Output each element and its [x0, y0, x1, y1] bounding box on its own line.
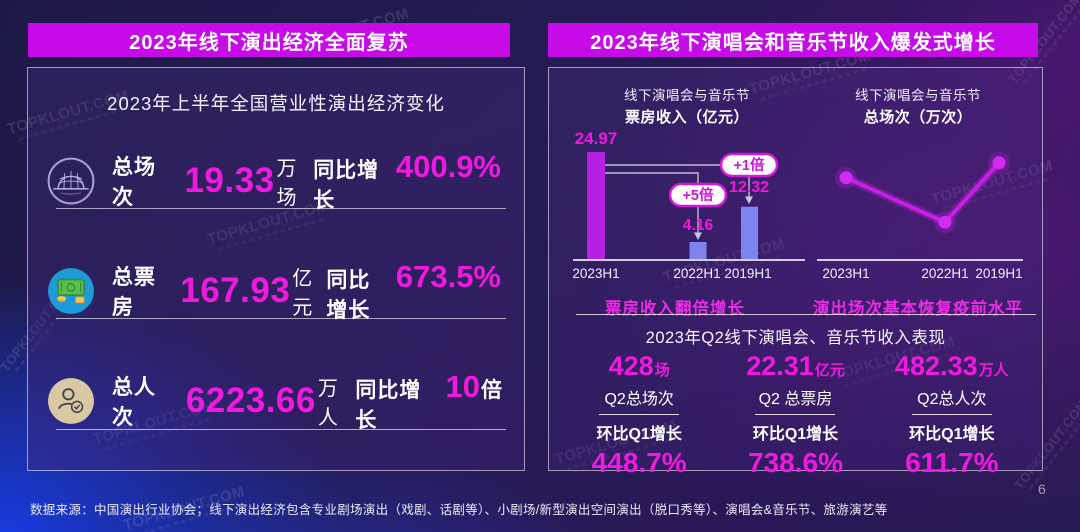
growth-unit: 倍: [481, 378, 502, 402]
x-tick-label: 2019H1: [975, 266, 1022, 281]
q2-unit: 场: [654, 362, 670, 379]
row-separator: [56, 429, 506, 430]
q2-label: Q2总场次: [604, 391, 674, 408]
bar-value-label: 24.97: [575, 129, 618, 148]
bar-chart-title-line1: 线下演唱会与音乐节: [624, 88, 750, 103]
q2-growth-value: 611.7%: [905, 447, 999, 478]
stat-unit: 万场: [276, 158, 297, 209]
q2-growth-label: 环比Q1增长: [909, 426, 995, 443]
growth-label: 同比增长: [326, 268, 371, 322]
annotation-pill-x5: +5倍: [668, 182, 728, 208]
line-chart-title-line2: 总场次（万次）: [863, 109, 973, 126]
stat-row-total-box-office: 总票房 167.93 亿元 同比增长 673.5%: [28, 259, 524, 322]
box-office-bar-chart: 线下演唱会与音乐节 票房收入（亿元） 24.97 4.16 12.32: [565, 84, 809, 319]
left-panel-banner: 2023年线下演出经济全面复苏: [28, 23, 510, 57]
data-point-2019H1: [992, 156, 1006, 170]
growth-value: 10: [445, 368, 480, 404]
line-chart-svg: 2023H1 2022H1 2019H1: [817, 151, 1023, 281]
stat-growth: 同比增长 400.9%: [313, 149, 502, 214]
stat-value: 19.33: [184, 161, 275, 200]
x-tick-label: 2022H1: [673, 266, 720, 281]
q2-unit: 万人: [978, 362, 1009, 379]
annotation-pill-text: +5倍: [682, 186, 714, 204]
box-office-money-icon: [48, 268, 94, 314]
q2-growth-value: 448.7%: [591, 447, 687, 478]
bar-2019H1: [741, 206, 758, 260]
bar-value-label: 12.32: [729, 179, 769, 196]
stat-value: 167.93: [180, 271, 291, 310]
data-source-note: 数据来源：中国演出行业协会；线下演出经济包含专业剧场演出（戏剧、话剧等）、小剧场…: [30, 503, 888, 517]
q2-value: 482.33: [895, 351, 978, 381]
q2-value: 22.31: [746, 351, 814, 381]
q2-section-title: 2023年Q2线下演唱会、音乐节收入表现: [645, 329, 946, 347]
x-tick-label: 2023H1: [572, 266, 619, 281]
annotation-pill-text: +1倍: [733, 156, 765, 174]
page-number: 6: [1038, 481, 1046, 497]
right-panel-banner-text: 2023年线下演唱会和音乐节收入爆发式增长: [590, 31, 996, 54]
right-panel-banner: 2023年线下演唱会和音乐节收入爆发式增长: [548, 23, 1038, 57]
stat-row-total-shows: 总场次 19.33 万场 同比增长 400.9%: [28, 149, 524, 212]
stat-unit: 亿元: [292, 268, 313, 319]
audience-person-icon: [48, 378, 94, 424]
growth-label: 同比增长: [355, 378, 422, 432]
stat-row-total-attendance: 总人次 6223.66 万人 同比增长 10 倍: [28, 369, 524, 432]
bar-2022H1: [689, 242, 707, 260]
bar-chart-svg: 24.97 4.16 12.32 +1倍 +5倍 2023H1 2022H1 2…: [572, 129, 805, 281]
growth-value: 400.9%: [395, 148, 501, 184]
annotation-arrowhead: [745, 196, 753, 204]
q2-stat-total-attendance: 482.33万人 Q2总人次 环比Q1增长 611.7%: [874, 351, 1030, 479]
data-point-2023H1: [839, 171, 853, 185]
stat-label: 总票房: [112, 266, 156, 319]
left-panel-banner-text: 2023年线下演出经济全面复苏: [129, 31, 409, 54]
bar-2023H1: [587, 152, 605, 260]
q2-growth-value: 738.6%: [748, 447, 843, 478]
total-shows-line-chart: 线下演唱会与音乐节 总场次（万次） 2023H1 2022H1 2019H1 演…: [807, 84, 1029, 319]
q2-stats-row: 428场 Q2总场次 环比Q1增长 448.7% 22.31亿元 Q2 总票房 …: [561, 351, 1030, 479]
annotation-arrowhead: [694, 232, 702, 240]
stat-label: 总人次: [112, 376, 156, 429]
growth-value: 673.5%: [395, 258, 501, 294]
stat-label: 总场次: [112, 156, 156, 209]
annotation-connector-x5: [605, 172, 699, 233]
section-separator: [576, 314, 1036, 315]
q2-divider: [599, 414, 680, 415]
stat-growth: 同比增长 673.5%: [326, 259, 502, 324]
q2-growth-label: 环比Q1增长: [752, 426, 839, 443]
row-separator: [56, 208, 506, 209]
q2-label: Q2总人次: [917, 391, 987, 408]
bar-chart-title-line2: 票房收入（亿元）: [624, 109, 749, 126]
growth-label: 同比增长: [313, 158, 380, 212]
left-panel-subtitle: 2023年上半年全国营业性演出经济变化: [107, 93, 445, 114]
q2-label: Q2 总票房: [758, 391, 833, 408]
left-panel: 2023年上半年全国营业性演出经济变化 总场次 19.33 万场 同比增长 40…: [27, 67, 525, 471]
row-separator: [56, 318, 506, 319]
stat-growth: 同比增长 10 倍: [355, 369, 502, 434]
q2-growth-label: 环比Q1增长: [596, 426, 682, 443]
x-tick-label: 2019H1: [724, 266, 771, 281]
stat-unit: 万人: [317, 378, 338, 429]
annotation-pill-x1: +1倍: [719, 152, 779, 178]
x-tick-label: 2022H1: [921, 266, 968, 281]
bar-value-label: 4.16: [683, 217, 714, 234]
q2-stat-total-shows: 428场 Q2总场次 环比Q1增长 448.7%: [561, 351, 717, 479]
theater-venue-icon: [47, 157, 95, 205]
stat-value: 6223.66: [185, 381, 316, 420]
line-chart-caption: 演出场次基本恢复疫前水平: [813, 300, 1023, 318]
q2-divider: [911, 414, 992, 415]
bar-chart-caption: 票房收入翻倍增长: [605, 300, 745, 318]
line-chart-title-line1: 线下演唱会与音乐节: [855, 88, 981, 103]
q2-unit: 亿元: [814, 362, 845, 379]
q2-value: 428: [608, 351, 654, 381]
q2-divider: [755, 414, 836, 415]
q2-stat-total-box-office: 22.31亿元 Q2 总票房 环比Q1增长 738.6%: [717, 351, 873, 479]
right-panel: 线下演唱会与音乐节 票房收入（亿元） 24.97 4.16 12.32: [548, 67, 1043, 478]
x-tick-label: 2023H1: [822, 266, 869, 281]
data-point-2022H1: [938, 215, 952, 229]
